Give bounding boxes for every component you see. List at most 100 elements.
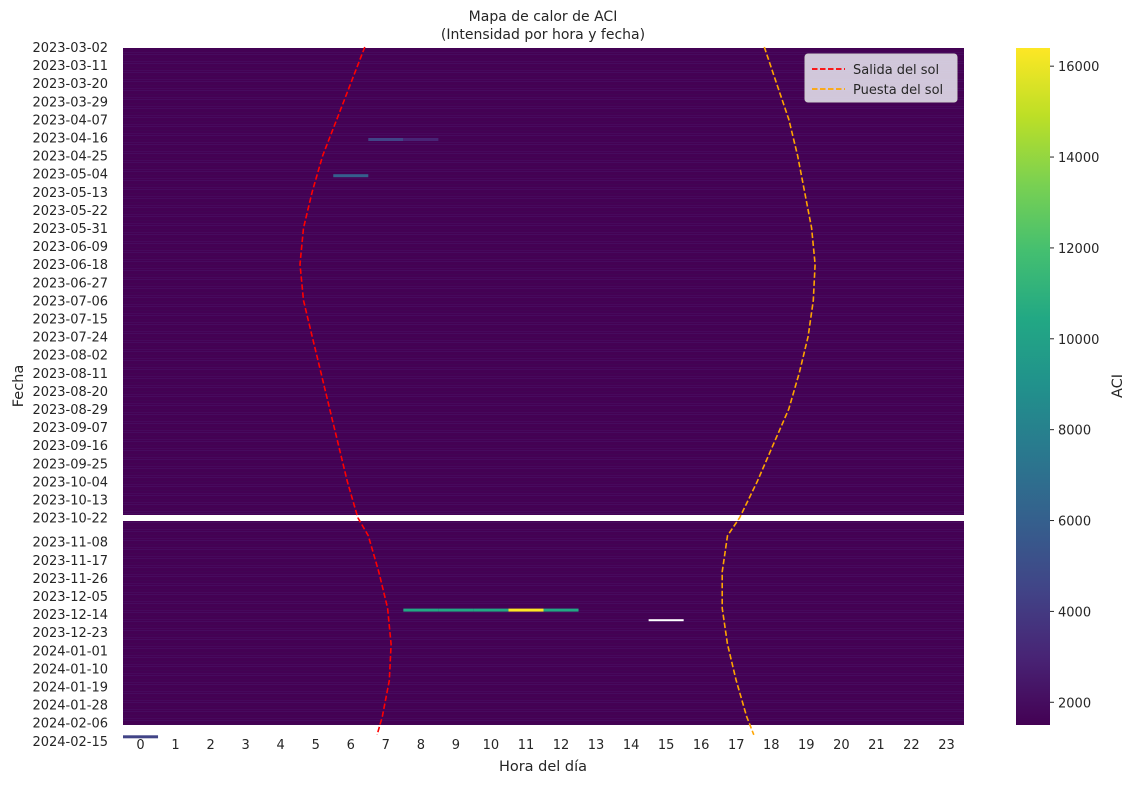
x-tick-label: 10 [483,738,500,753]
heatmap-texture-upper [123,48,964,515]
legend-box [804,53,958,103]
heatmap-cell [473,608,509,612]
y-tick-label: 2023-09-16 [32,439,108,454]
y-tick-label: 2023-03-29 [32,95,108,110]
y-tick-label: 2023-07-06 [32,294,108,309]
heatmap-cell [438,608,474,612]
y-tick-label: 2023-09-07 [32,421,108,436]
y-tick-label: 2024-02-06 [32,717,108,732]
colorbar-tick-label: 6000 [1058,515,1091,530]
colorbar-tick-label: 10000 [1058,333,1099,348]
x-tick-label: 22 [903,738,920,753]
heatmap-cell [543,608,579,612]
y-tick-label: 2023-10-22 [32,512,108,527]
x-tick-label: 15 [658,738,675,753]
y-tick-label: 2023-05-13 [32,186,108,201]
y-tick-label: 2023-08-29 [32,403,108,418]
y-tick-label: 2024-01-19 [32,681,108,696]
y-tick-label: 2023-12-05 [32,590,108,605]
y-tick-labels: 2023-03-02 2023-03-11 2023-03-20 2023-03-29… [32,41,108,750]
colorbar-tick-label: 2000 [1058,696,1091,711]
y-tick-label: 2023-10-13 [32,494,108,509]
x-tick-label: 18 [763,738,780,753]
x-tick-label: 5 [312,738,320,753]
x-tick-label: 9 [452,738,460,753]
y-tick-label: 2023-05-22 [32,204,108,219]
x-tick-label: 8 [417,738,425,753]
y-axis-label: Fecha [11,365,27,408]
y-tick-label: 2023-11-26 [32,572,108,587]
y-tick-label: 2023-09-25 [32,457,108,472]
colorbar-tick-label: 4000 [1058,605,1091,620]
y-tick-label: 2023-05-31 [32,222,108,237]
y-tick-label: 2023-06-09 [32,240,108,255]
y-tick-label: 2023-07-24 [32,331,108,346]
y-tick-label: 2023-10-04 [32,475,108,490]
y-tick-label: 2023-04-25 [32,150,108,165]
heatmap-cell [403,608,439,612]
x-tick-label: 21 [868,738,885,753]
y-tick-label: 2023-12-23 [32,626,108,641]
colorbar-gradient [1016,48,1050,725]
y-tick-label: 2023-05-04 [32,168,108,183]
heatmap-cell [403,138,439,141]
heatmap-cell [123,735,159,739]
legend: Salida del sol Puesta del sol [804,53,958,103]
x-tick-label: 17 [728,738,745,753]
y-tick-label: 2023-03-20 [32,77,108,92]
y-tick-label: 2024-01-10 [32,662,108,677]
x-tick-label: 23 [938,738,955,753]
y-tick-label: 2024-01-01 [32,644,108,659]
y-tick-label: 2023-08-20 [32,385,108,400]
heatmap-cell [368,138,404,141]
missing-data-cell [648,619,684,622]
x-tick-label: 13 [588,738,605,753]
x-tick-label: 3 [242,738,250,753]
legend-label: Salida del sol [853,63,939,78]
plot-area [123,46,964,739]
y-tick-label: 2023-12-14 [32,608,108,623]
y-tick-label: 2024-02-15 [32,735,108,750]
chart-subtitle: (Intensidad por hora y fecha) [441,27,645,43]
colorbar-tick-label: 14000 [1058,151,1099,166]
x-axis-label: Hora del día [499,759,587,775]
colorbar-tick-label: 8000 [1058,424,1091,439]
x-tick-label: 1 [171,738,179,753]
colorbar-label: ACI [1110,374,1126,398]
y-tick-label: 2024-01-28 [32,699,108,714]
x-tick-label: 20 [833,738,850,753]
heatmap-texture-lower [123,521,964,725]
x-tick-label: 12 [553,738,570,753]
y-tick-label: 2023-06-27 [32,276,108,291]
y-tick-label: 2023-04-07 [32,113,108,128]
x-tick-label: 19 [798,738,815,753]
y-tick-label: 2023-07-15 [32,313,108,328]
legend-label: Puesta del sol [853,83,943,98]
y-tick-label: 2023-06-18 [32,258,108,273]
x-tick-label: 0 [136,738,144,753]
x-tick-label: 4 [277,738,285,753]
missing-data-gap [123,515,964,521]
x-tick-label: 11 [518,738,535,753]
y-tick-label: 2023-03-02 [32,41,108,56]
x-tick-label: 16 [693,738,710,753]
y-tick-label: 2023-03-11 [32,59,108,74]
y-tick-label: 2023-04-16 [32,132,108,147]
sunrise-line [299,46,392,736]
x-tick-labels: 0 1 2 3 4 5 6 7 8 9 10 11 12 13 14 15 16 17 18 19 20 21 22 23 [136,738,954,753]
colorbar-tick-label: 16000 [1058,60,1099,75]
y-tick-label: 2023-08-11 [32,367,108,382]
y-tick-label: 2023-11-17 [32,554,108,569]
heatmap-cell [333,174,369,178]
colorbar-tick-label: 12000 [1058,242,1099,257]
chart-title: Mapa de calor de ACI [469,9,618,25]
heatmap-cell [508,608,544,612]
x-tick-label: 2 [206,738,214,753]
x-tick-label: 7 [382,738,390,753]
sunset-line [721,46,816,736]
colorbar: 2000 4000 6000 8000 10000 12000 14000 16000 ACI [1016,48,1126,725]
x-tick-label: 6 [347,738,355,753]
y-tick-label: 2023-11-08 [32,536,108,551]
x-tick-label: 14 [623,738,640,753]
